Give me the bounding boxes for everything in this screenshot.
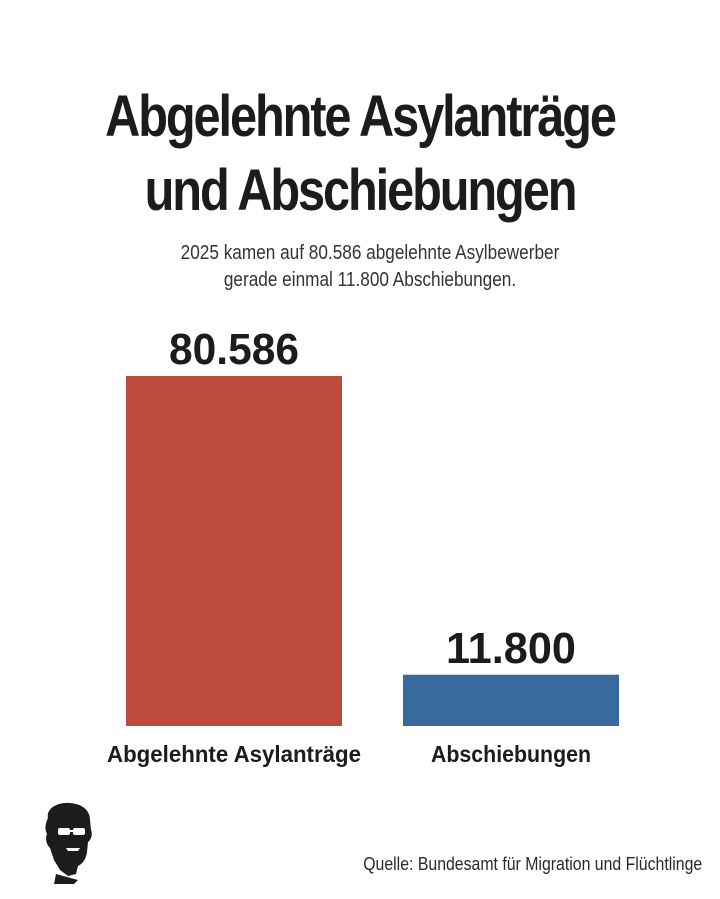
chart-title-line-2: und Abschiebungen: [144, 158, 578, 223]
bar-1: [126, 376, 342, 726]
value-label-1: 80.586: [169, 325, 299, 374]
chart-subtitle-line-1: 2025 kamen auf 80.586 abgelehnte Asylbew…: [180, 242, 560, 264]
category-label-1: Abgelehnte Asylanträge: [107, 741, 361, 767]
category-label-2: Abschiebungen: [431, 741, 591, 767]
bar-2: [403, 674, 619, 726]
silhouette-head-sunglasses-icon: [45, 802, 92, 884]
chart-subtitle: 2025 kamen auf 80.586 abgelehnte Asylbew…: [52, 240, 688, 294]
source-note: Quelle: Bundesamt für Migration und Flüc…: [363, 854, 702, 874]
chart-title-line-1: Abgelehnte Asylanträge: [105, 84, 617, 149]
bar-chart: 80.586 Abgelehnte Asylanträge 11.800 Abschi…: [107, 325, 619, 767]
chart-title: Abgelehnte Asylanträge und Abschiebungen: [58, 80, 663, 228]
value-label-2: 11.800: [446, 624, 576, 673]
chart-subtitle-line-2: gerade einmal 11.800 Abschiebungen.: [223, 269, 517, 291]
